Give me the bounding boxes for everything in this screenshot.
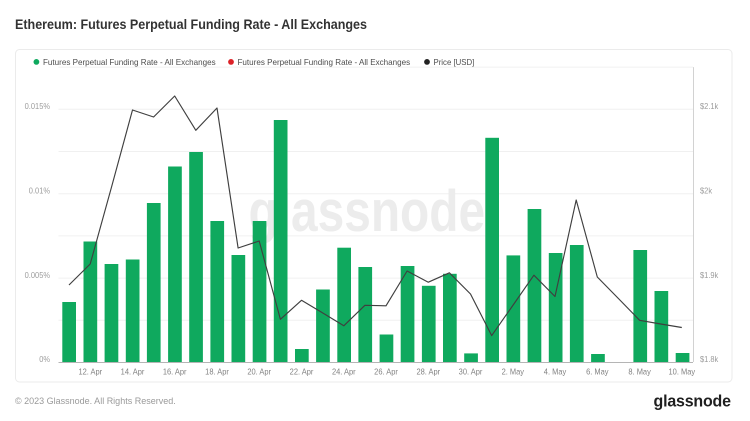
svg-text:0.01%: 0.01% xyxy=(29,186,50,196)
svg-text:Ethereum: Futures Perpetual Fu: Ethereum: Futures Perpetual Funding Rate… xyxy=(15,16,367,32)
svg-text:0.005%: 0.005% xyxy=(25,270,50,280)
svg-text:14. Apr: 14. Apr xyxy=(121,367,145,377)
svg-text:$2.1k: $2.1k xyxy=(700,102,719,112)
svg-text:16. Apr: 16. Apr xyxy=(163,367,187,377)
svg-text:12. Apr: 12. Apr xyxy=(78,367,102,377)
svg-text:0.015%: 0.015% xyxy=(25,102,50,112)
svg-text:© 2023 Glassnode. All Rights R: © 2023 Glassnode. All Rights Reserved. xyxy=(15,396,176,406)
svg-text:2. May: 2. May xyxy=(502,367,524,377)
svg-text:18. Apr: 18. Apr xyxy=(205,367,229,377)
svg-text:glassnode: glassnode xyxy=(654,392,731,411)
svg-text:Futures Perpetual Funding Rate: Futures Perpetual Funding Rate - All Exc… xyxy=(238,57,411,67)
svg-text:10. May: 10. May xyxy=(669,367,696,377)
svg-text:28. Apr: 28. Apr xyxy=(416,367,440,377)
svg-text:8. May: 8. May xyxy=(628,367,650,377)
svg-text:6. May: 6. May xyxy=(586,367,608,377)
svg-text:$1.9k: $1.9k xyxy=(700,270,719,280)
svg-text:4. May: 4. May xyxy=(544,367,566,377)
svg-text:22. Apr: 22. Apr xyxy=(290,367,314,377)
svg-text:24. Apr: 24. Apr xyxy=(332,367,356,377)
svg-text:30. Apr: 30. Apr xyxy=(459,367,483,377)
svg-text:Futures Perpetual Funding Rate: Futures Perpetual Funding Rate - All Exc… xyxy=(43,57,216,67)
svg-text:26. Apr: 26. Apr xyxy=(374,367,398,377)
svg-text:Price [USD]: Price [USD] xyxy=(434,58,475,67)
svg-text:20. Apr: 20. Apr xyxy=(247,367,271,377)
svg-text:$1.8k: $1.8k xyxy=(700,355,719,365)
svg-text:$2k: $2k xyxy=(700,186,713,196)
svg-text:glassnode: glassnode xyxy=(249,180,486,244)
svg-text:0%: 0% xyxy=(39,355,50,365)
